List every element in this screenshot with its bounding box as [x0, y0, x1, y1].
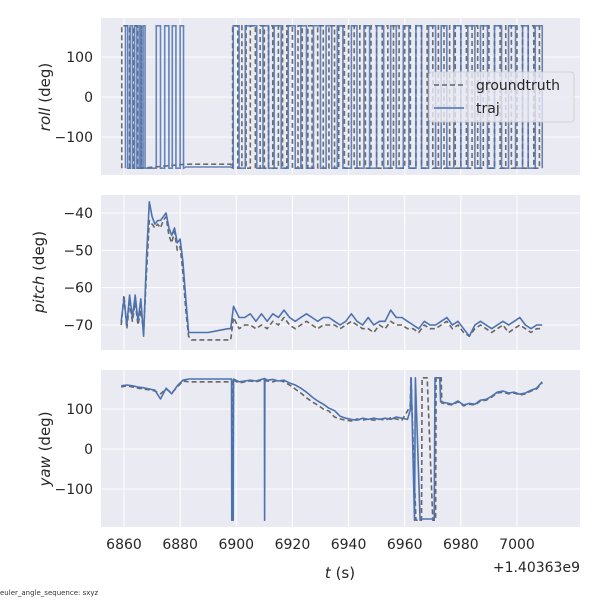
euler-sequence-footer: euler_angle_sequence: sxyz — [0, 589, 99, 597]
yaw-ytick-label: 0 — [84, 442, 93, 458]
pitch-label-var: pitch — [30, 276, 48, 314]
yaw-ytick-label: 100 — [66, 402, 93, 418]
svg-text:roll (deg): roll (deg) — [36, 63, 54, 131]
pitch-groundtruth-line — [120, 215, 543, 341]
pitch-ytick-label: −50 — [63, 243, 93, 259]
xtick-label: 6980 — [443, 537, 479, 553]
roll-traj-line — [124, 25, 544, 170]
yaw-series-group — [121, 377, 543, 521]
pitch-ytick-label: −70 — [63, 318, 93, 334]
pitch-series-group — [120, 201, 543, 341]
legend-box — [428, 71, 575, 123]
xtick-label: 7000 — [499, 537, 535, 553]
yaw-label-unit: (deg) — [36, 411, 54, 456]
roll-ytick-label: −100 — [55, 130, 93, 146]
xtick-label: 6960 — [387, 537, 423, 553]
roll-ytick-label: 0 — [84, 90, 93, 106]
yaw-label-var: yaw — [36, 455, 54, 487]
pitch-ytick-label: −60 — [63, 281, 93, 297]
roll-label-var: roll — [36, 107, 54, 132]
yaw-panel: 100 0 −100 6860 6880 6900 6920 6940 6960 6980 7000 — [55, 370, 580, 553]
legend-traj-label: traj — [476, 101, 500, 117]
roll-label-unit: (deg) — [36, 63, 54, 108]
pitch-axis-label: pitch (deg) — [30, 231, 48, 314]
x-offset-label: +1.40363e9 — [493, 560, 580, 576]
x-label-var: t — [325, 564, 332, 582]
roll-ytick-label: 100 — [66, 50, 93, 66]
svg-text:yaw (deg): yaw (deg) — [36, 411, 54, 487]
xtick-label: 6920 — [275, 537, 311, 553]
pitch-label-unit: (deg) — [30, 231, 48, 276]
roll-series-group — [120, 25, 544, 170]
xtick-label: 6880 — [162, 537, 198, 553]
xtick-label: 6900 — [218, 537, 254, 553]
svg-text:pitch (deg): pitch (deg) — [30, 231, 48, 314]
yaw-traj-line — [121, 377, 543, 521]
xtick-label: 6940 — [331, 537, 367, 553]
legend-groundtruth-label: groundtruth — [476, 78, 560, 94]
x-axis-label: t (s) — [325, 564, 355, 582]
legend: groundtruth traj — [428, 71, 575, 123]
xtick-label: 6860 — [106, 537, 142, 553]
pitch-traj-line — [120, 201, 543, 337]
yaw-ytick-label: −100 — [55, 482, 93, 498]
yaw-axis-label: yaw (deg) — [36, 411, 54, 487]
pitch-ytick-label: −40 — [63, 206, 93, 222]
x-label-unit: (s) — [331, 564, 355, 582]
pitch-panel: −40 −50 −60 −70 — [63, 195, 580, 350]
pitch-plot-area — [101, 195, 580, 350]
roll-axis-label: roll (deg) — [36, 63, 54, 131]
